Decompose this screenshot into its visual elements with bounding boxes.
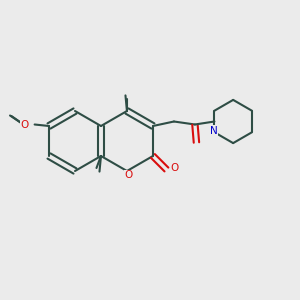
Text: O: O (20, 119, 28, 130)
Text: O: O (124, 170, 133, 181)
Text: N: N (210, 126, 218, 136)
Text: O: O (171, 163, 179, 173)
